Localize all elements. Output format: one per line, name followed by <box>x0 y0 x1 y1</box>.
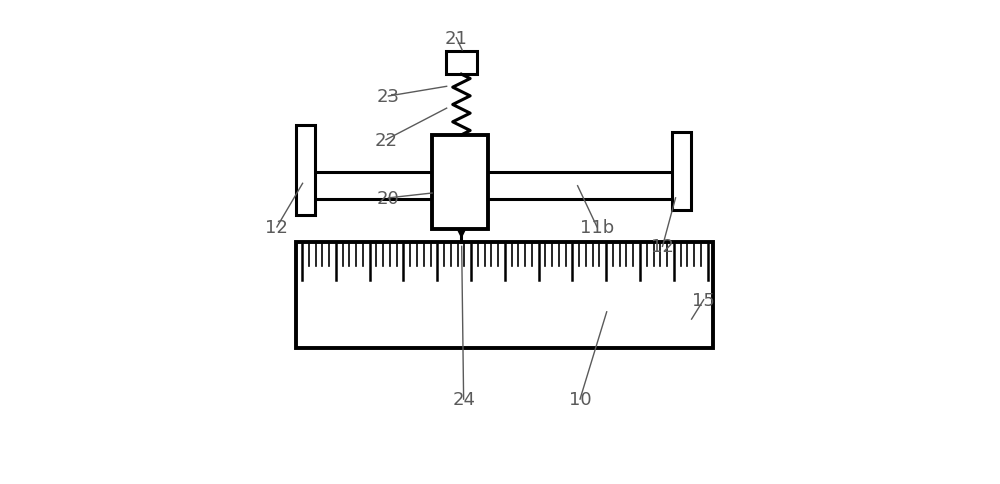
Text: 22: 22 <box>375 131 398 150</box>
Text: 12: 12 <box>651 238 674 256</box>
Text: 15: 15 <box>692 291 715 309</box>
Text: 24: 24 <box>452 390 475 408</box>
Bar <box>296 242 713 348</box>
Bar <box>672 133 691 211</box>
Text: 21: 21 <box>445 30 468 48</box>
Text: 11b: 11b <box>580 218 614 237</box>
Text: 20: 20 <box>377 189 400 208</box>
Text: 10: 10 <box>569 390 591 408</box>
Bar <box>432 136 488 230</box>
Text: 23: 23 <box>377 88 400 106</box>
Text: 12: 12 <box>265 218 288 237</box>
Bar <box>446 52 477 75</box>
Bar <box>296 126 315 215</box>
